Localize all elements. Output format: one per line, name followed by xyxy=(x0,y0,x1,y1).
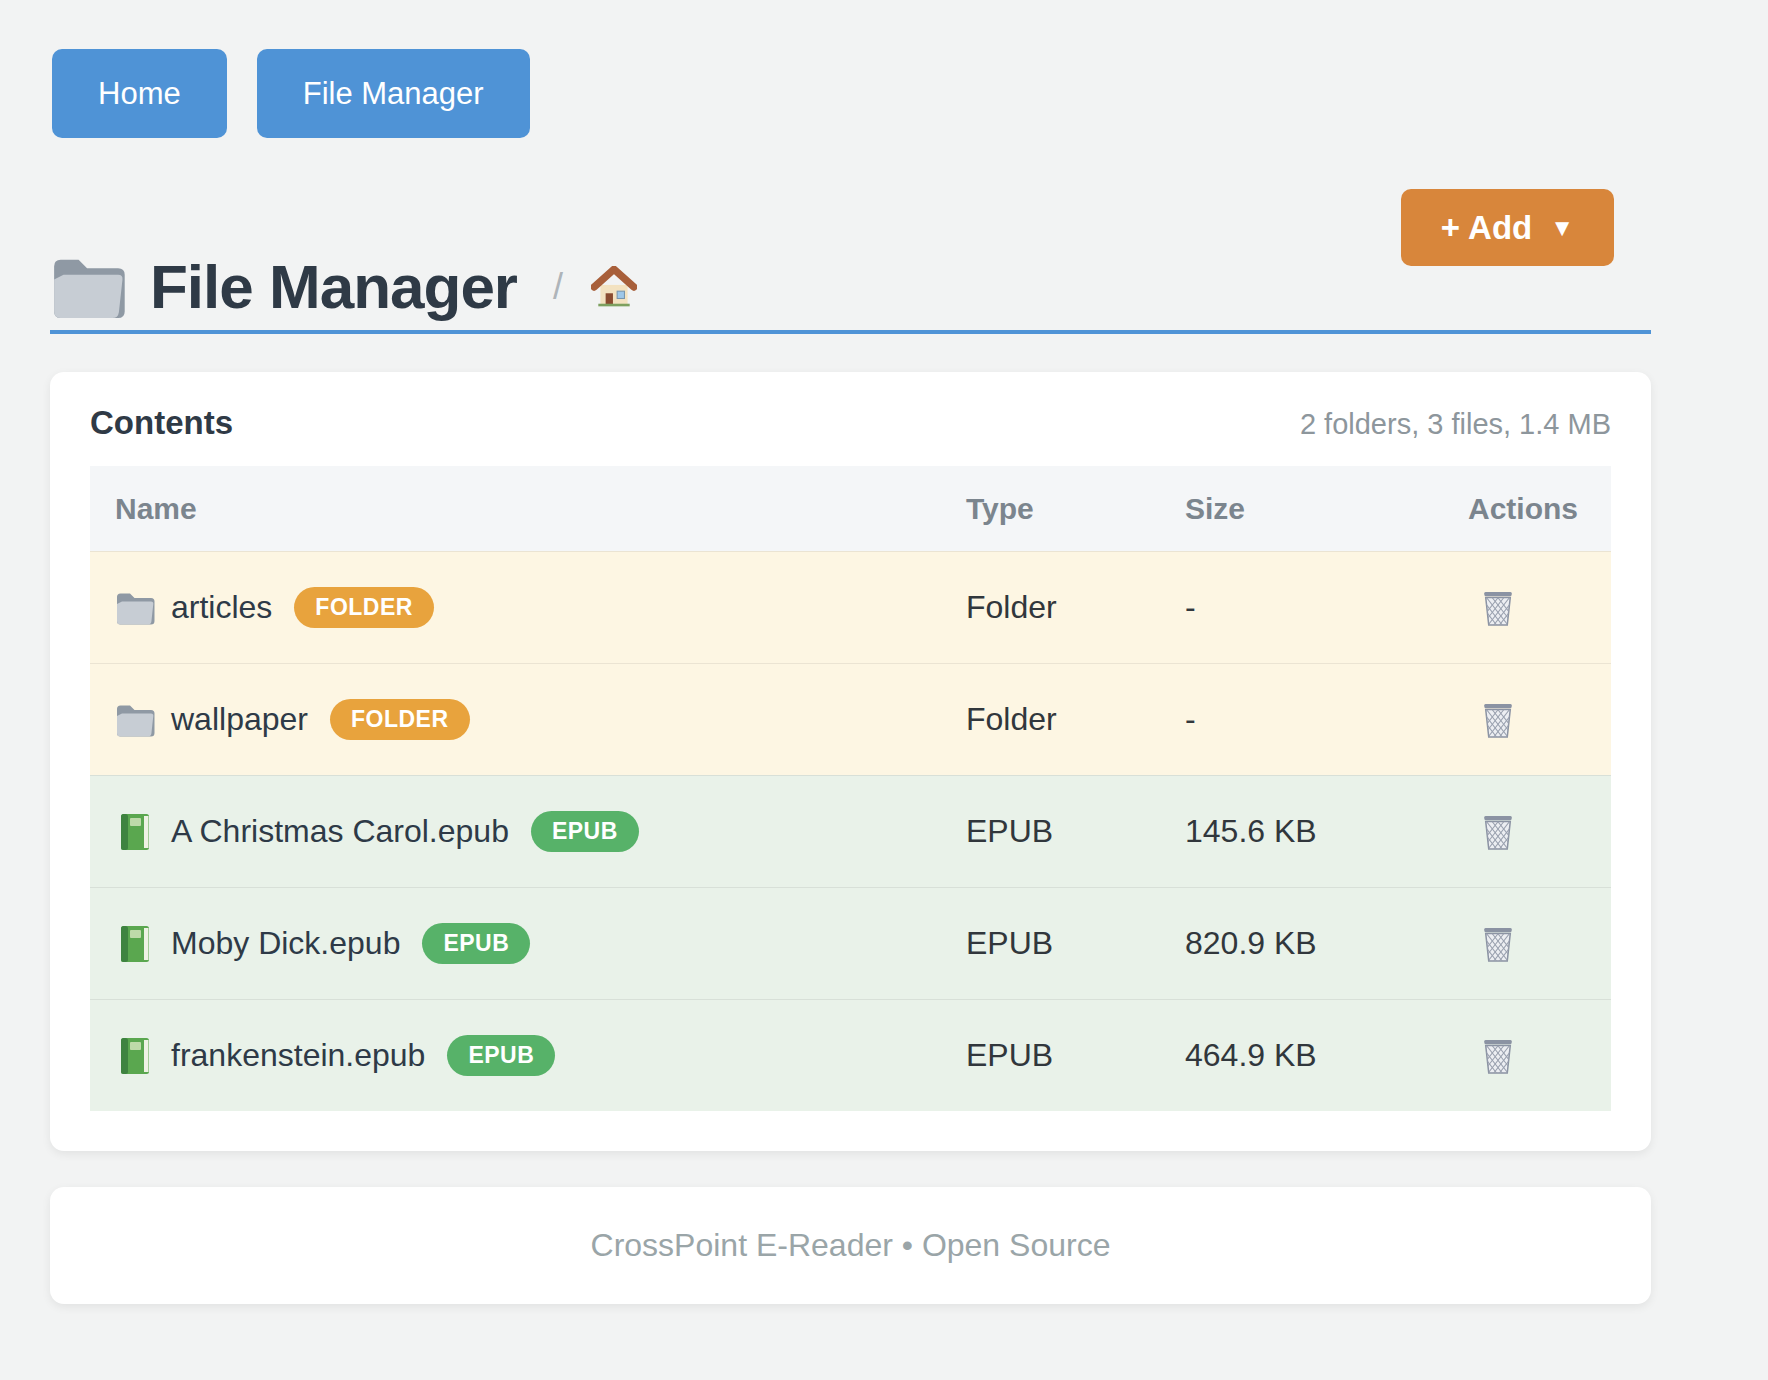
table-header-row: Name Type Size Actions xyxy=(90,466,1611,551)
green-book-icon xyxy=(115,812,155,852)
actions-cell xyxy=(1468,813,1611,851)
delete-button[interactable] xyxy=(1481,925,1515,963)
column-header-size: Size xyxy=(1185,492,1468,526)
file-table: Name Type Size Actions xyxy=(90,466,1611,1111)
file-row[interactable]: A Christmas Carol.epub EPUB EPUB 145.6 K… xyxy=(90,775,1611,887)
actions-cell xyxy=(1468,925,1611,963)
type-badge: EPUB xyxy=(447,1035,555,1076)
file-name[interactable]: wallpaper xyxy=(171,701,308,738)
contents-card: Contents 2 folders, 3 files, 1.4 MB Name… xyxy=(50,372,1651,1151)
page-title: File Manager xyxy=(150,251,517,322)
nav-file-manager-button[interactable]: File Manager xyxy=(257,49,530,138)
file-size: 820.9 KB xyxy=(1185,925,1468,962)
page-header: File Manager / + Add ▼ xyxy=(50,182,1651,322)
file-size: - xyxy=(1185,589,1468,626)
footer-text: CrossPoint E-Reader • Open Source xyxy=(591,1227,1111,1264)
home-breadcrumb-icon[interactable] xyxy=(591,266,637,308)
actions-cell xyxy=(1468,1037,1611,1075)
title-group: File Manager / xyxy=(50,251,637,322)
file-type: Folder xyxy=(966,589,1185,626)
column-header-name: Name xyxy=(90,492,966,526)
file-row[interactable]: wallpaper FOLDER Folder - xyxy=(90,663,1611,775)
file-row[interactable]: articles FOLDER Folder - xyxy=(90,551,1611,663)
file-type: EPUB xyxy=(966,1037,1185,1074)
name-cell: wallpaper FOLDER xyxy=(90,699,966,740)
trash-icon xyxy=(1481,727,1515,742)
file-type: EPUB xyxy=(966,813,1185,850)
file-type: Folder xyxy=(966,701,1185,738)
type-badge: EPUB xyxy=(531,811,639,852)
page-container: Home File Manager File Manager / xyxy=(50,0,1651,1304)
delete-button[interactable] xyxy=(1481,1037,1515,1075)
delete-button[interactable] xyxy=(1481,589,1515,627)
file-name[interactable]: frankenstein.epub xyxy=(171,1037,425,1074)
file-name[interactable]: articles xyxy=(171,589,272,626)
column-header-type: Type xyxy=(966,492,1185,526)
contents-summary: 2 folders, 3 files, 1.4 MB xyxy=(1300,408,1611,441)
type-badge: FOLDER xyxy=(330,699,470,740)
file-size: 145.6 KB xyxy=(1185,813,1468,850)
add-button[interactable]: + Add ▼ xyxy=(1401,189,1614,266)
trash-icon xyxy=(1481,1063,1515,1078)
top-nav: Home File Manager xyxy=(52,0,1651,138)
trash-icon xyxy=(1481,951,1515,966)
folder-icon xyxy=(50,255,126,319)
file-type: EPUB xyxy=(966,925,1185,962)
column-header-actions: Actions xyxy=(1468,492,1611,526)
actions-cell xyxy=(1468,589,1611,627)
footer-card: CrossPoint E-Reader • Open Source xyxy=(50,1187,1651,1304)
trash-icon xyxy=(1481,839,1515,854)
file-row[interactable]: frankenstein.epub EPUB EPUB 464.9 KB xyxy=(90,999,1611,1111)
type-badge: FOLDER xyxy=(294,587,434,628)
delete-button[interactable] xyxy=(1481,813,1515,851)
delete-button[interactable] xyxy=(1481,701,1515,739)
file-name[interactable]: A Christmas Carol.epub xyxy=(171,813,509,850)
contents-card-header: Contents 2 folders, 3 files, 1.4 MB xyxy=(90,404,1611,442)
folder-icon xyxy=(115,700,155,740)
folder-icon xyxy=(115,588,155,628)
contents-heading: Contents xyxy=(90,404,233,442)
nav-home-button[interactable]: Home xyxy=(52,49,227,138)
name-cell: A Christmas Carol.epub EPUB xyxy=(90,811,966,852)
table-body: articles FOLDER Folder - xyxy=(90,551,1611,1111)
name-cell: articles FOLDER xyxy=(90,587,966,628)
chevron-down-icon: ▼ xyxy=(1550,214,1574,242)
green-book-icon xyxy=(115,924,155,964)
breadcrumb-separator: / xyxy=(553,266,563,308)
file-name[interactable]: Moby Dick.epub xyxy=(171,925,400,962)
file-size: - xyxy=(1185,701,1468,738)
green-book-icon xyxy=(115,1036,155,1076)
actions-cell xyxy=(1468,701,1611,739)
name-cell: frankenstein.epub EPUB xyxy=(90,1035,966,1076)
file-row[interactable]: Moby Dick.epub EPUB EPUB 820.9 KB xyxy=(90,887,1611,999)
file-size: 464.9 KB xyxy=(1185,1037,1468,1074)
type-badge: EPUB xyxy=(422,923,530,964)
add-button-label: + Add xyxy=(1441,209,1532,247)
name-cell: Moby Dick.epub EPUB xyxy=(90,923,966,964)
header-divider xyxy=(50,330,1651,334)
trash-icon xyxy=(1481,615,1515,630)
